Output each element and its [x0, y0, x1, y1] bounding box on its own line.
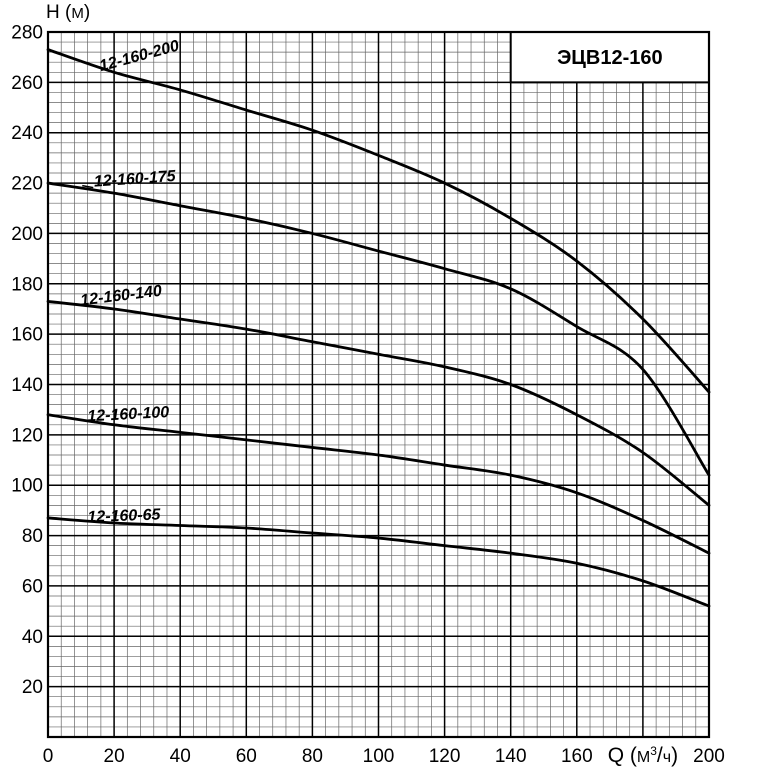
svg-text:160: 160 — [561, 746, 593, 767]
svg-text:160: 160 — [11, 325, 43, 346]
svg-text:12-160-65: 12-160-65 — [87, 506, 162, 526]
svg-text:20: 20 — [104, 746, 125, 767]
svg-text:40: 40 — [170, 746, 191, 767]
svg-text:240: 240 — [11, 123, 43, 144]
svg-text:140: 140 — [495, 746, 527, 767]
svg-text:40: 40 — [22, 627, 43, 648]
svg-text:120: 120 — [11, 425, 43, 446]
svg-text:280: 280 — [11, 23, 43, 44]
svg-text:ЭЦВ12-160: ЭЦВ12-160 — [557, 47, 663, 69]
svg-text:140: 140 — [11, 375, 43, 396]
svg-text:180: 180 — [11, 274, 43, 295]
svg-text:120: 120 — [429, 746, 461, 767]
svg-text:260: 260 — [11, 73, 43, 94]
svg-text:60: 60 — [22, 576, 43, 597]
svg-text:80: 80 — [22, 526, 43, 547]
svg-text:100: 100 — [11, 476, 43, 497]
svg-text:200: 200 — [693, 746, 725, 767]
svg-text:20: 20 — [22, 677, 43, 698]
svg-text:220: 220 — [11, 174, 43, 195]
svg-text:80: 80 — [302, 746, 323, 767]
svg-text:200: 200 — [11, 224, 43, 245]
svg-text:H (M): H (M) — [46, 2, 90, 23]
svg-text:60: 60 — [236, 746, 257, 767]
svg-text:0: 0 — [43, 746, 54, 767]
svg-text:100: 100 — [363, 746, 395, 767]
